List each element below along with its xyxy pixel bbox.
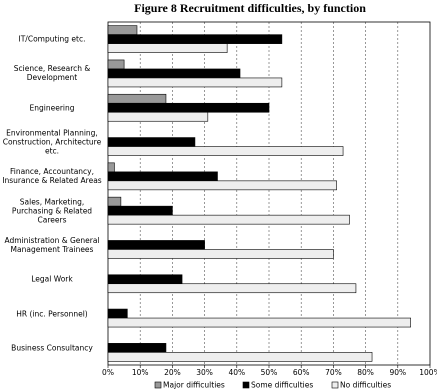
y-tick-label: Sales, Marketing, Purchasing & Related C… (11, 197, 93, 225)
x-tick-label: 40% (228, 368, 245, 377)
y-tick-label: Business Consultancy (11, 343, 93, 353)
x-tick-label: 90% (389, 368, 406, 377)
bar (107, 137, 196, 147)
bar (107, 146, 344, 156)
bar (107, 43, 228, 53)
bar (107, 317, 411, 328)
bar (107, 249, 334, 259)
bar (107, 205, 173, 216)
bar (107, 180, 337, 191)
legend-label: No difficulties (340, 381, 391, 390)
x-tick-label: 0% (102, 368, 114, 377)
y-tick-label: IT/Computing etc. (18, 34, 86, 44)
y-tick-label: HR (inc. Personnel) (16, 309, 88, 319)
bar (107, 171, 218, 182)
legend-label: Some difficulties (251, 381, 313, 390)
x-tick-label: 20% (164, 368, 181, 377)
bar (107, 352, 373, 362)
plot-border (107, 21, 431, 366)
bar (107, 283, 357, 294)
x-tick-label: 10% (132, 368, 149, 377)
bar (107, 343, 167, 353)
x-tick-label: 80% (357, 368, 374, 377)
chart-title: Figure 8 Recruitment difficulties, by fu… (134, 1, 366, 15)
x-tick-label: 60% (293, 368, 310, 377)
bar (107, 68, 241, 79)
y-tick-label: Administration & General Management Trai… (4, 235, 100, 254)
bar (107, 93, 167, 104)
bar (107, 34, 283, 44)
bar (107, 102, 270, 113)
y-tick-label: Engineering (29, 103, 75, 113)
bar (107, 240, 205, 250)
bar (107, 162, 115, 173)
legend-swatch (154, 381, 162, 389)
legend-swatch (331, 381, 339, 389)
x-tick-label: 70% (325, 368, 342, 377)
bar (107, 77, 283, 88)
bar (107, 59, 125, 70)
y-tick-label: Science, Research & Development (13, 64, 91, 83)
bar (107, 196, 122, 207)
x-tick-label: 30% (196, 368, 213, 377)
bar (107, 308, 128, 319)
bar (107, 274, 183, 285)
y-tick-label: Legal Work (31, 274, 73, 284)
legend-label: Major difficulties (163, 381, 225, 390)
y-tick-label: Finance, Accountancy, Insurance & Relate… (2, 167, 102, 186)
bar (107, 25, 138, 35)
bar (107, 214, 350, 225)
legend-swatch (242, 381, 250, 389)
y-tick-label: Environmental Planning, Construction, Ar… (2, 128, 102, 156)
x-tick-label: 50% (261, 368, 278, 377)
x-tick-label: 100% (419, 368, 437, 377)
bar (107, 111, 209, 122)
